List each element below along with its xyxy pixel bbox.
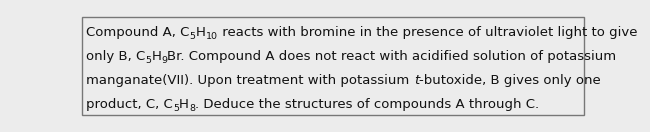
Text: 8: 8 [189, 104, 195, 113]
Text: 5: 5 [173, 104, 179, 113]
Text: -butoxide, B gives only one: -butoxide, B gives only one [419, 74, 601, 87]
Text: 9: 9 [161, 56, 168, 65]
Text: product, C, C: product, C, C [86, 98, 173, 111]
Text: manganate(VII). Upon treatment with potassium: manganate(VII). Upon treatment with pota… [86, 74, 414, 87]
Text: 5: 5 [190, 32, 196, 41]
Text: t: t [414, 74, 419, 87]
Text: . Deduce the structures of compounds A through C.: . Deduce the structures of compounds A t… [195, 98, 539, 111]
Text: 10: 10 [205, 32, 218, 41]
Text: reacts with bromine in the presence of ultraviolet light to give: reacts with bromine in the presence of u… [218, 26, 637, 39]
Text: H: H [196, 26, 205, 39]
Text: Br. Compound A does not react with acidified solution of potassium: Br. Compound A does not react with acidi… [168, 50, 617, 63]
Text: H: H [151, 50, 161, 63]
FancyBboxPatch shape [83, 17, 584, 116]
Text: only B, C: only B, C [86, 50, 146, 63]
Text: 5: 5 [146, 56, 151, 65]
Text: H: H [179, 98, 189, 111]
Text: Compound A, C: Compound A, C [86, 26, 190, 39]
